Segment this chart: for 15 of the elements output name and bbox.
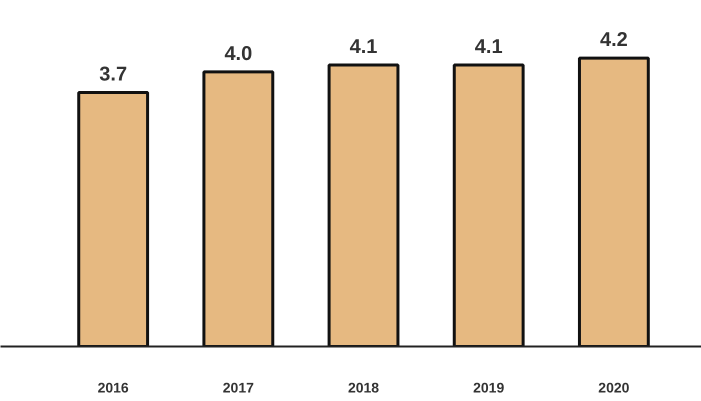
x-tick-label: 2016	[98, 380, 129, 396]
x-tick-label: 2019	[473, 380, 504, 396]
bar	[578, 56, 650, 346]
bar	[328, 64, 400, 346]
data-label: 4.0	[224, 42, 252, 65]
bar	[77, 90, 150, 346]
x-tick-label: 2017	[222, 380, 254, 396]
data-label: 4.2	[600, 29, 628, 52]
data-label: 4.1	[474, 36, 503, 58]
data-label: 4.1	[350, 36, 378, 58]
bar	[202, 70, 274, 346]
x-tick-label: 2020	[598, 380, 630, 396]
bar	[452, 64, 525, 346]
x-tick-label: 2018	[348, 380, 380, 396]
data-label: 3.7	[99, 63, 128, 86]
